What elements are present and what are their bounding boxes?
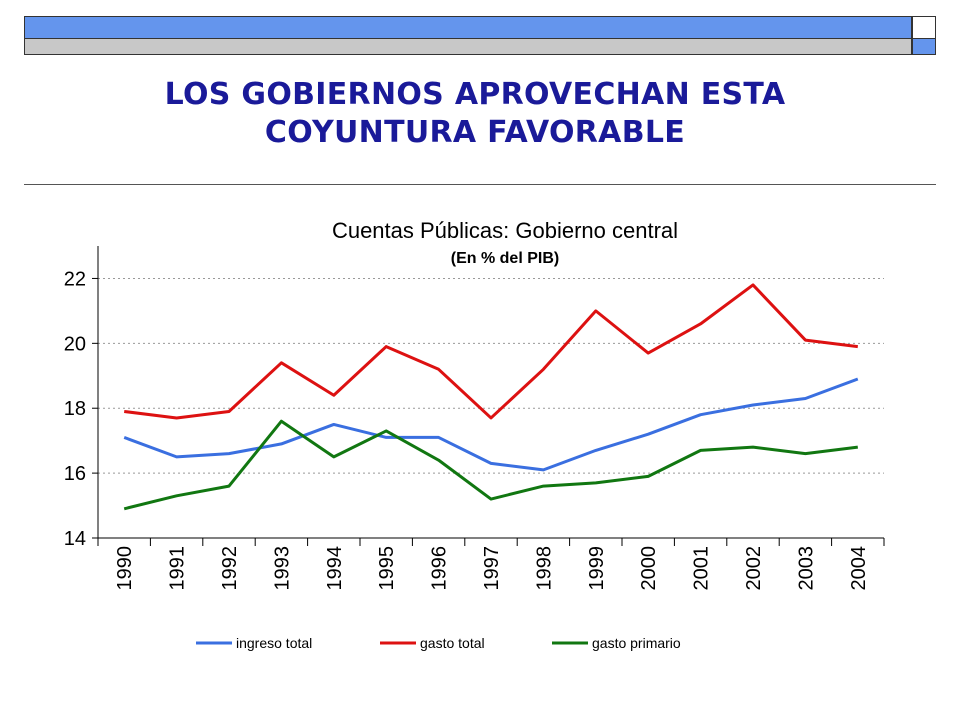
slide-title-line-2: COYUNTURA FAVORABLE [264, 115, 686, 150]
chart-subtitle: (En % del PIB) [451, 250, 559, 267]
tick-labels: 14 16 18 20 22 1990 1991 1992 1993 1994 1995 1996 19… [64, 268, 870, 590]
chart-title: Cuentas Públicas: Gobierno central [332, 218, 678, 243]
y-tick-label: 14 [64, 528, 86, 550]
title-divider [24, 184, 936, 185]
x-tick-label: 1999 [586, 546, 608, 591]
header-square-top [912, 16, 936, 39]
x-tick-label: 1992 [219, 546, 241, 591]
series-line-1 [124, 283, 858, 420]
header-bar-bottom [24, 39, 912, 55]
x-tick-label: 1995 [376, 546, 398, 591]
legend: ingreso total gasto total gasto primario [196, 635, 681, 651]
x-tick-label: 1997 [481, 546, 503, 591]
x-tick-label: 1990 [114, 546, 136, 591]
x-tick-label: 1993 [271, 546, 293, 591]
series-lines [123, 283, 859, 511]
y-tick-label: 20 [64, 333, 86, 355]
x-tick-label: 2002 [743, 546, 765, 591]
y-tick-label: 16 [64, 463, 86, 485]
legend-label: ingreso total [236, 635, 312, 651]
header-square-bottom [912, 39, 936, 55]
slide-title-line-1: LOS GOBIERNOS APROVECHAN ESTA [164, 77, 786, 112]
y-tick-label: 18 [64, 398, 86, 420]
x-tick-label: 2001 [691, 546, 713, 591]
axes [92, 246, 885, 546]
series-line-0 [123, 377, 859, 472]
x-tick-label: 2004 [848, 546, 870, 591]
header-bar-top [24, 16, 912, 39]
gridlines [98, 277, 884, 474]
x-tick-label: 2000 [638, 546, 660, 591]
x-tick-label: 1991 [167, 546, 189, 591]
legend-label: gasto primario [592, 635, 681, 651]
series-line-2 [123, 419, 858, 511]
x-tick-label: 1994 [324, 546, 346, 591]
slide-title: LOS GOBIERNOS APROVECHAN ESTA COYUNTURA … [90, 76, 860, 152]
x-tick-label: 1998 [533, 546, 555, 591]
legend-label: gasto total [420, 635, 485, 651]
x-tick-label: 1996 [429, 546, 451, 591]
y-tick-label: 22 [64, 268, 86, 290]
x-tick-label: 2003 [795, 546, 817, 591]
